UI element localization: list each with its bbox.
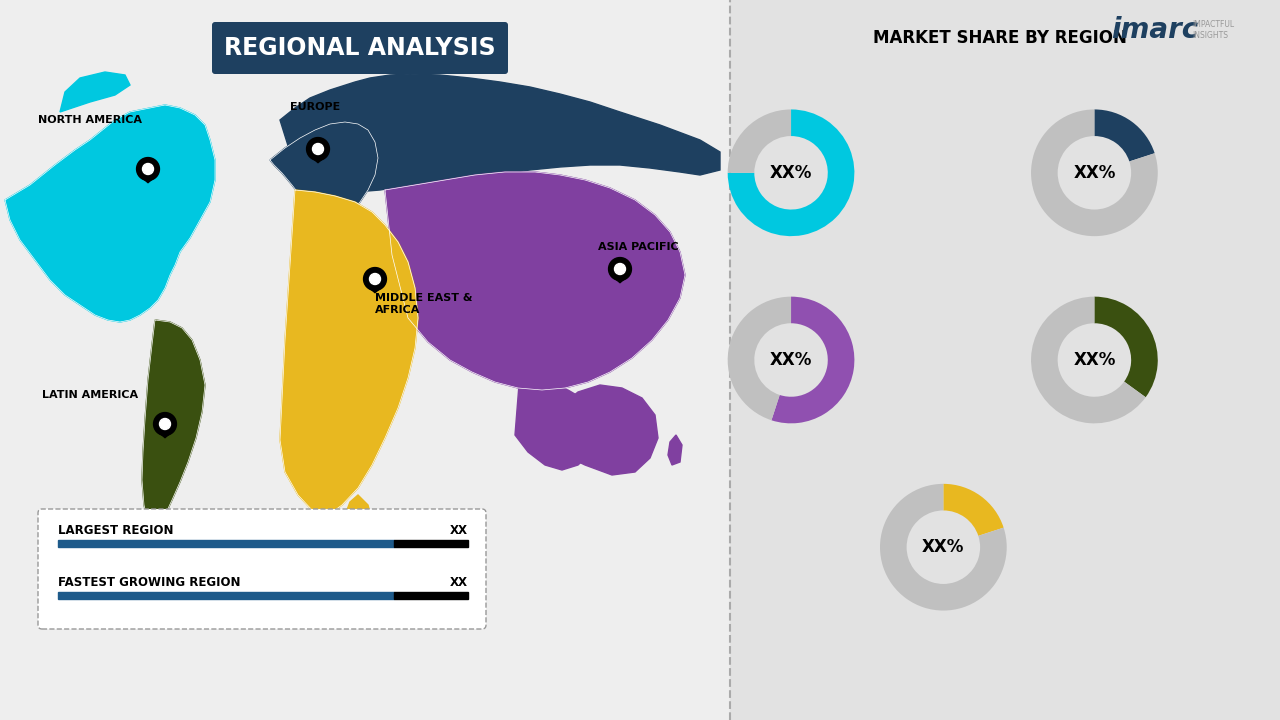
- Wedge shape: [1094, 297, 1157, 397]
- FancyBboxPatch shape: [38, 509, 486, 629]
- Polygon shape: [138, 175, 157, 183]
- FancyBboxPatch shape: [212, 22, 508, 74]
- Bar: [394, 540, 468, 547]
- Polygon shape: [366, 285, 384, 292]
- Bar: [58, 540, 394, 547]
- Circle shape: [137, 158, 160, 181]
- Polygon shape: [548, 385, 658, 475]
- Wedge shape: [1032, 297, 1146, 423]
- Polygon shape: [515, 372, 600, 470]
- Circle shape: [160, 418, 170, 430]
- Text: LATIN AMERICA: LATIN AMERICA: [42, 390, 138, 400]
- Text: MIDDLE EAST &
AFRICA: MIDDLE EAST & AFRICA: [375, 294, 472, 315]
- Circle shape: [154, 413, 177, 436]
- Bar: [730, 0, 1280, 720]
- Text: XX: XX: [451, 577, 468, 590]
- Polygon shape: [142, 320, 205, 528]
- Polygon shape: [156, 430, 174, 438]
- Text: LARGEST REGION: LARGEST REGION: [58, 524, 174, 538]
- Text: XX%: XX%: [1073, 163, 1116, 181]
- Text: REGIONAL ANALYSIS: REGIONAL ANALYSIS: [224, 36, 495, 60]
- Text: FASTEST GROWING REGION: FASTEST GROWING REGION: [58, 577, 241, 590]
- Text: XX%: XX%: [769, 351, 813, 369]
- Text: ASIA PACIFIC: ASIA PACIFIC: [598, 242, 678, 252]
- Polygon shape: [60, 72, 131, 112]
- Polygon shape: [280, 190, 419, 515]
- Text: NORTH AMERICA: NORTH AMERICA: [38, 115, 142, 125]
- Polygon shape: [270, 122, 378, 215]
- Bar: [58, 592, 394, 599]
- Circle shape: [142, 163, 154, 174]
- Text: imarc: imarc: [1111, 16, 1198, 44]
- Bar: [394, 592, 468, 599]
- Circle shape: [370, 274, 380, 284]
- Wedge shape: [1094, 109, 1155, 161]
- Wedge shape: [727, 109, 791, 173]
- Text: XX: XX: [451, 524, 468, 538]
- Text: MARKET SHARE BY REGION: MARKET SHARE BY REGION: [873, 29, 1126, 47]
- Text: EUROPE: EUROPE: [291, 102, 340, 112]
- Circle shape: [312, 143, 324, 155]
- Polygon shape: [346, 495, 372, 540]
- Wedge shape: [728, 297, 791, 420]
- Wedge shape: [881, 484, 1006, 611]
- Text: XX%: XX%: [769, 163, 813, 181]
- Text: IMPACTFUL
INSIGHTS: IMPACTFUL INSIGHTS: [1192, 20, 1234, 40]
- Text: XX%: XX%: [922, 539, 965, 556]
- Text: XX%: XX%: [1073, 351, 1116, 369]
- Wedge shape: [943, 484, 1004, 536]
- Polygon shape: [280, 74, 719, 200]
- Wedge shape: [1032, 109, 1158, 236]
- Polygon shape: [611, 275, 630, 283]
- Wedge shape: [772, 297, 854, 423]
- Polygon shape: [308, 155, 328, 163]
- Polygon shape: [385, 172, 685, 390]
- Circle shape: [608, 258, 631, 281]
- Circle shape: [306, 138, 329, 161]
- Polygon shape: [668, 435, 682, 465]
- Circle shape: [364, 268, 387, 290]
- Polygon shape: [5, 105, 215, 322]
- Circle shape: [614, 264, 626, 274]
- Wedge shape: [727, 109, 854, 236]
